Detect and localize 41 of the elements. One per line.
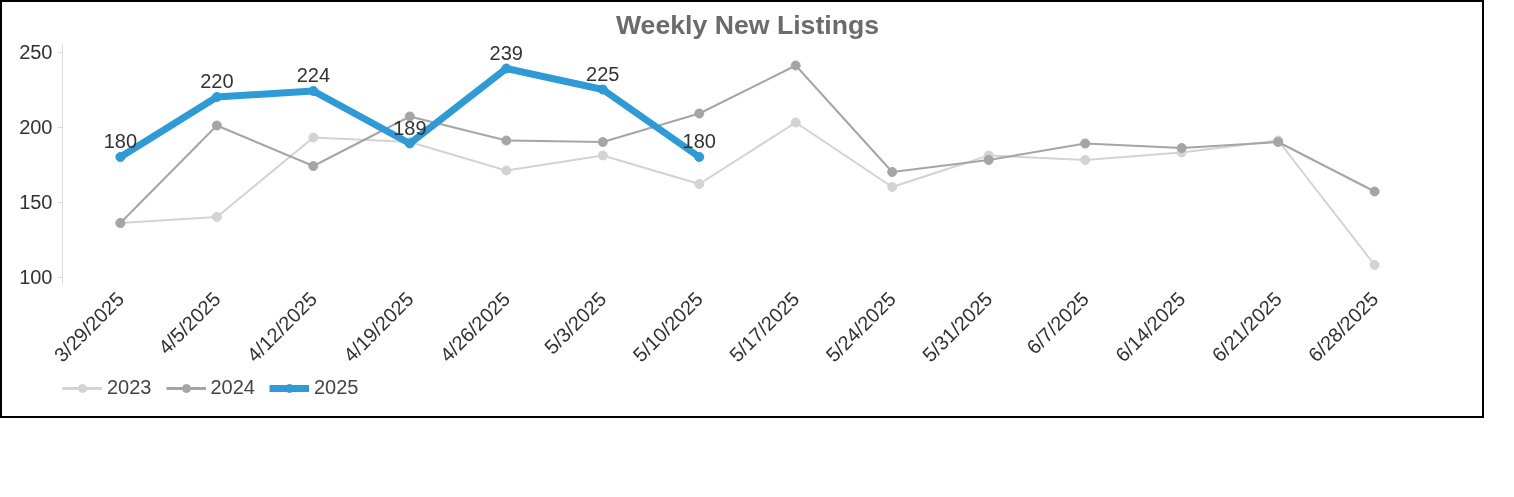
data-label: 224	[296, 64, 331, 86]
point	[597, 137, 608, 147]
point	[597, 150, 608, 161]
legend-label: 2023	[107, 376, 152, 399]
legend-label: 2025	[314, 376, 359, 399]
point	[308, 161, 319, 171]
y-tick-label: 250	[19, 41, 53, 63]
y-tick-label: 100	[19, 266, 53, 288]
point	[211, 92, 222, 102]
point	[887, 167, 898, 177]
point	[308, 132, 319, 143]
point	[1369, 186, 1380, 197]
point	[983, 155, 994, 165]
data-label: 220	[200, 70, 234, 92]
point	[501, 135, 512, 146]
point	[115, 152, 126, 162]
point	[790, 60, 801, 71]
point	[887, 182, 898, 192]
point	[308, 86, 319, 96]
point	[1080, 138, 1091, 149]
data-label: 180	[682, 130, 716, 152]
data-label: 225	[586, 62, 620, 85]
data-label: 189	[393, 116, 427, 139]
y-tick-label: 150	[19, 191, 53, 213]
point	[694, 152, 705, 162]
data-label: 180	[103, 130, 138, 152]
chart-title: Weekly New Listings	[615, 9, 880, 40]
y-tick-label: 200	[19, 116, 53, 138]
point	[694, 108, 705, 119]
point	[1080, 155, 1091, 165]
point	[211, 120, 222, 131]
point	[501, 165, 512, 176]
point	[1176, 143, 1187, 153]
point	[211, 212, 222, 222]
point	[694, 179, 705, 189]
point	[1369, 260, 1380, 270]
data-label: 239	[489, 41, 523, 64]
point	[501, 63, 512, 74]
legend-label: 2024	[210, 376, 255, 399]
point	[404, 111, 415, 122]
point	[790, 117, 801, 128]
